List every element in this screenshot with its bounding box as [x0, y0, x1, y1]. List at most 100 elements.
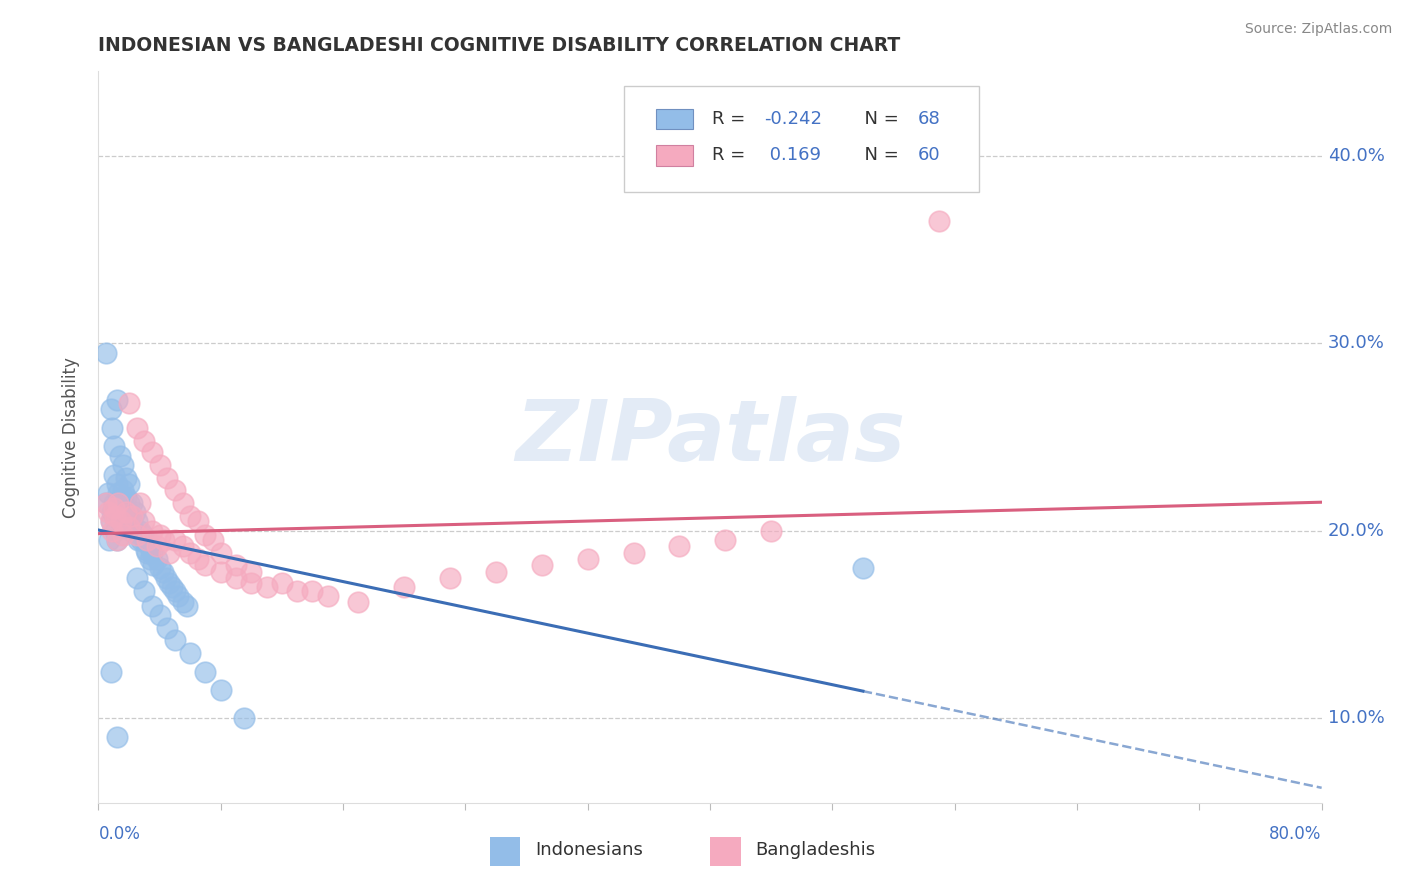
- Bar: [489, 838, 520, 866]
- Point: [714, 533, 737, 548]
- Point: [225, 558, 247, 572]
- Point: [110, 515, 132, 529]
- Point: [530, 558, 553, 572]
- Point: [149, 458, 172, 473]
- Point: [149, 527, 172, 541]
- Point: [209, 683, 232, 698]
- Text: 40.0%: 40.0%: [1327, 147, 1385, 165]
- Point: [179, 646, 201, 660]
- Point: [125, 527, 148, 541]
- Point: [167, 590, 190, 604]
- Point: [347, 595, 370, 609]
- Text: Indonesians: Indonesians: [536, 841, 643, 859]
- Point: [97, 505, 120, 519]
- Point: [121, 508, 143, 523]
- Point: [176, 599, 198, 613]
- Point: [94, 496, 117, 510]
- Point: [124, 505, 146, 519]
- Point: [172, 539, 194, 553]
- Text: 10.0%: 10.0%: [1327, 709, 1385, 727]
- Point: [135, 542, 157, 557]
- Point: [156, 621, 179, 635]
- Point: [127, 533, 149, 548]
- Point: [108, 496, 131, 510]
- Point: [118, 477, 141, 491]
- Point: [209, 546, 232, 560]
- Point: [163, 483, 186, 497]
- Point: [485, 565, 508, 579]
- Point: [100, 401, 122, 416]
- Point: [156, 471, 179, 485]
- Point: [105, 477, 128, 491]
- Text: 80.0%: 80.0%: [1270, 825, 1322, 843]
- Point: [107, 496, 129, 510]
- Point: [139, 552, 162, 566]
- Point: [105, 392, 128, 407]
- Point: [232, 711, 254, 725]
- Text: N =: N =: [853, 146, 904, 164]
- FancyBboxPatch shape: [624, 86, 979, 192]
- Point: [134, 515, 156, 529]
- Point: [439, 571, 461, 585]
- Text: -0.242: -0.242: [763, 110, 823, 128]
- Point: [94, 496, 117, 510]
- Point: [623, 546, 645, 560]
- Point: [118, 505, 141, 519]
- Point: [142, 558, 165, 572]
- Point: [225, 571, 247, 585]
- Point: [145, 539, 167, 553]
- Point: [141, 599, 163, 613]
- Point: [134, 434, 156, 448]
- Point: [110, 515, 132, 529]
- Point: [240, 565, 263, 579]
- Point: [138, 539, 160, 553]
- Point: [163, 632, 186, 647]
- Point: [209, 565, 232, 579]
- Point: [100, 515, 122, 529]
- Point: [153, 533, 176, 548]
- Point: [122, 524, 145, 538]
- Point: [117, 515, 139, 529]
- Point: [98, 533, 121, 548]
- Point: [125, 515, 148, 529]
- Point: [301, 583, 323, 598]
- Point: [104, 508, 127, 523]
- Point: [103, 467, 125, 482]
- Point: [134, 533, 156, 548]
- Point: [115, 505, 138, 519]
- Point: [103, 501, 125, 516]
- Point: [111, 458, 134, 473]
- Point: [928, 214, 950, 228]
- Point: [240, 576, 263, 591]
- Point: [103, 440, 125, 454]
- Point: [256, 580, 278, 594]
- Point: [194, 558, 217, 572]
- Point: [100, 665, 122, 679]
- Point: [141, 546, 163, 560]
- Point: [111, 490, 134, 504]
- Point: [128, 524, 150, 538]
- Point: [115, 471, 138, 485]
- Point: [270, 576, 292, 591]
- Point: [668, 539, 690, 553]
- Point: [157, 576, 180, 591]
- Point: [141, 445, 163, 459]
- Point: [105, 730, 128, 744]
- Point: [118, 496, 141, 510]
- Point: [115, 508, 138, 523]
- Point: [149, 561, 172, 575]
- Point: [111, 527, 134, 541]
- Point: [141, 524, 163, 538]
- Point: [129, 533, 152, 548]
- Bar: [657, 145, 693, 166]
- Point: [108, 449, 131, 463]
- Point: [163, 583, 186, 598]
- Text: 68: 68: [918, 110, 941, 128]
- Text: 60: 60: [918, 146, 941, 164]
- Point: [163, 533, 186, 548]
- Point: [172, 496, 194, 510]
- Point: [316, 590, 339, 604]
- Point: [110, 496, 132, 510]
- Point: [149, 608, 172, 623]
- Point: [121, 515, 143, 529]
